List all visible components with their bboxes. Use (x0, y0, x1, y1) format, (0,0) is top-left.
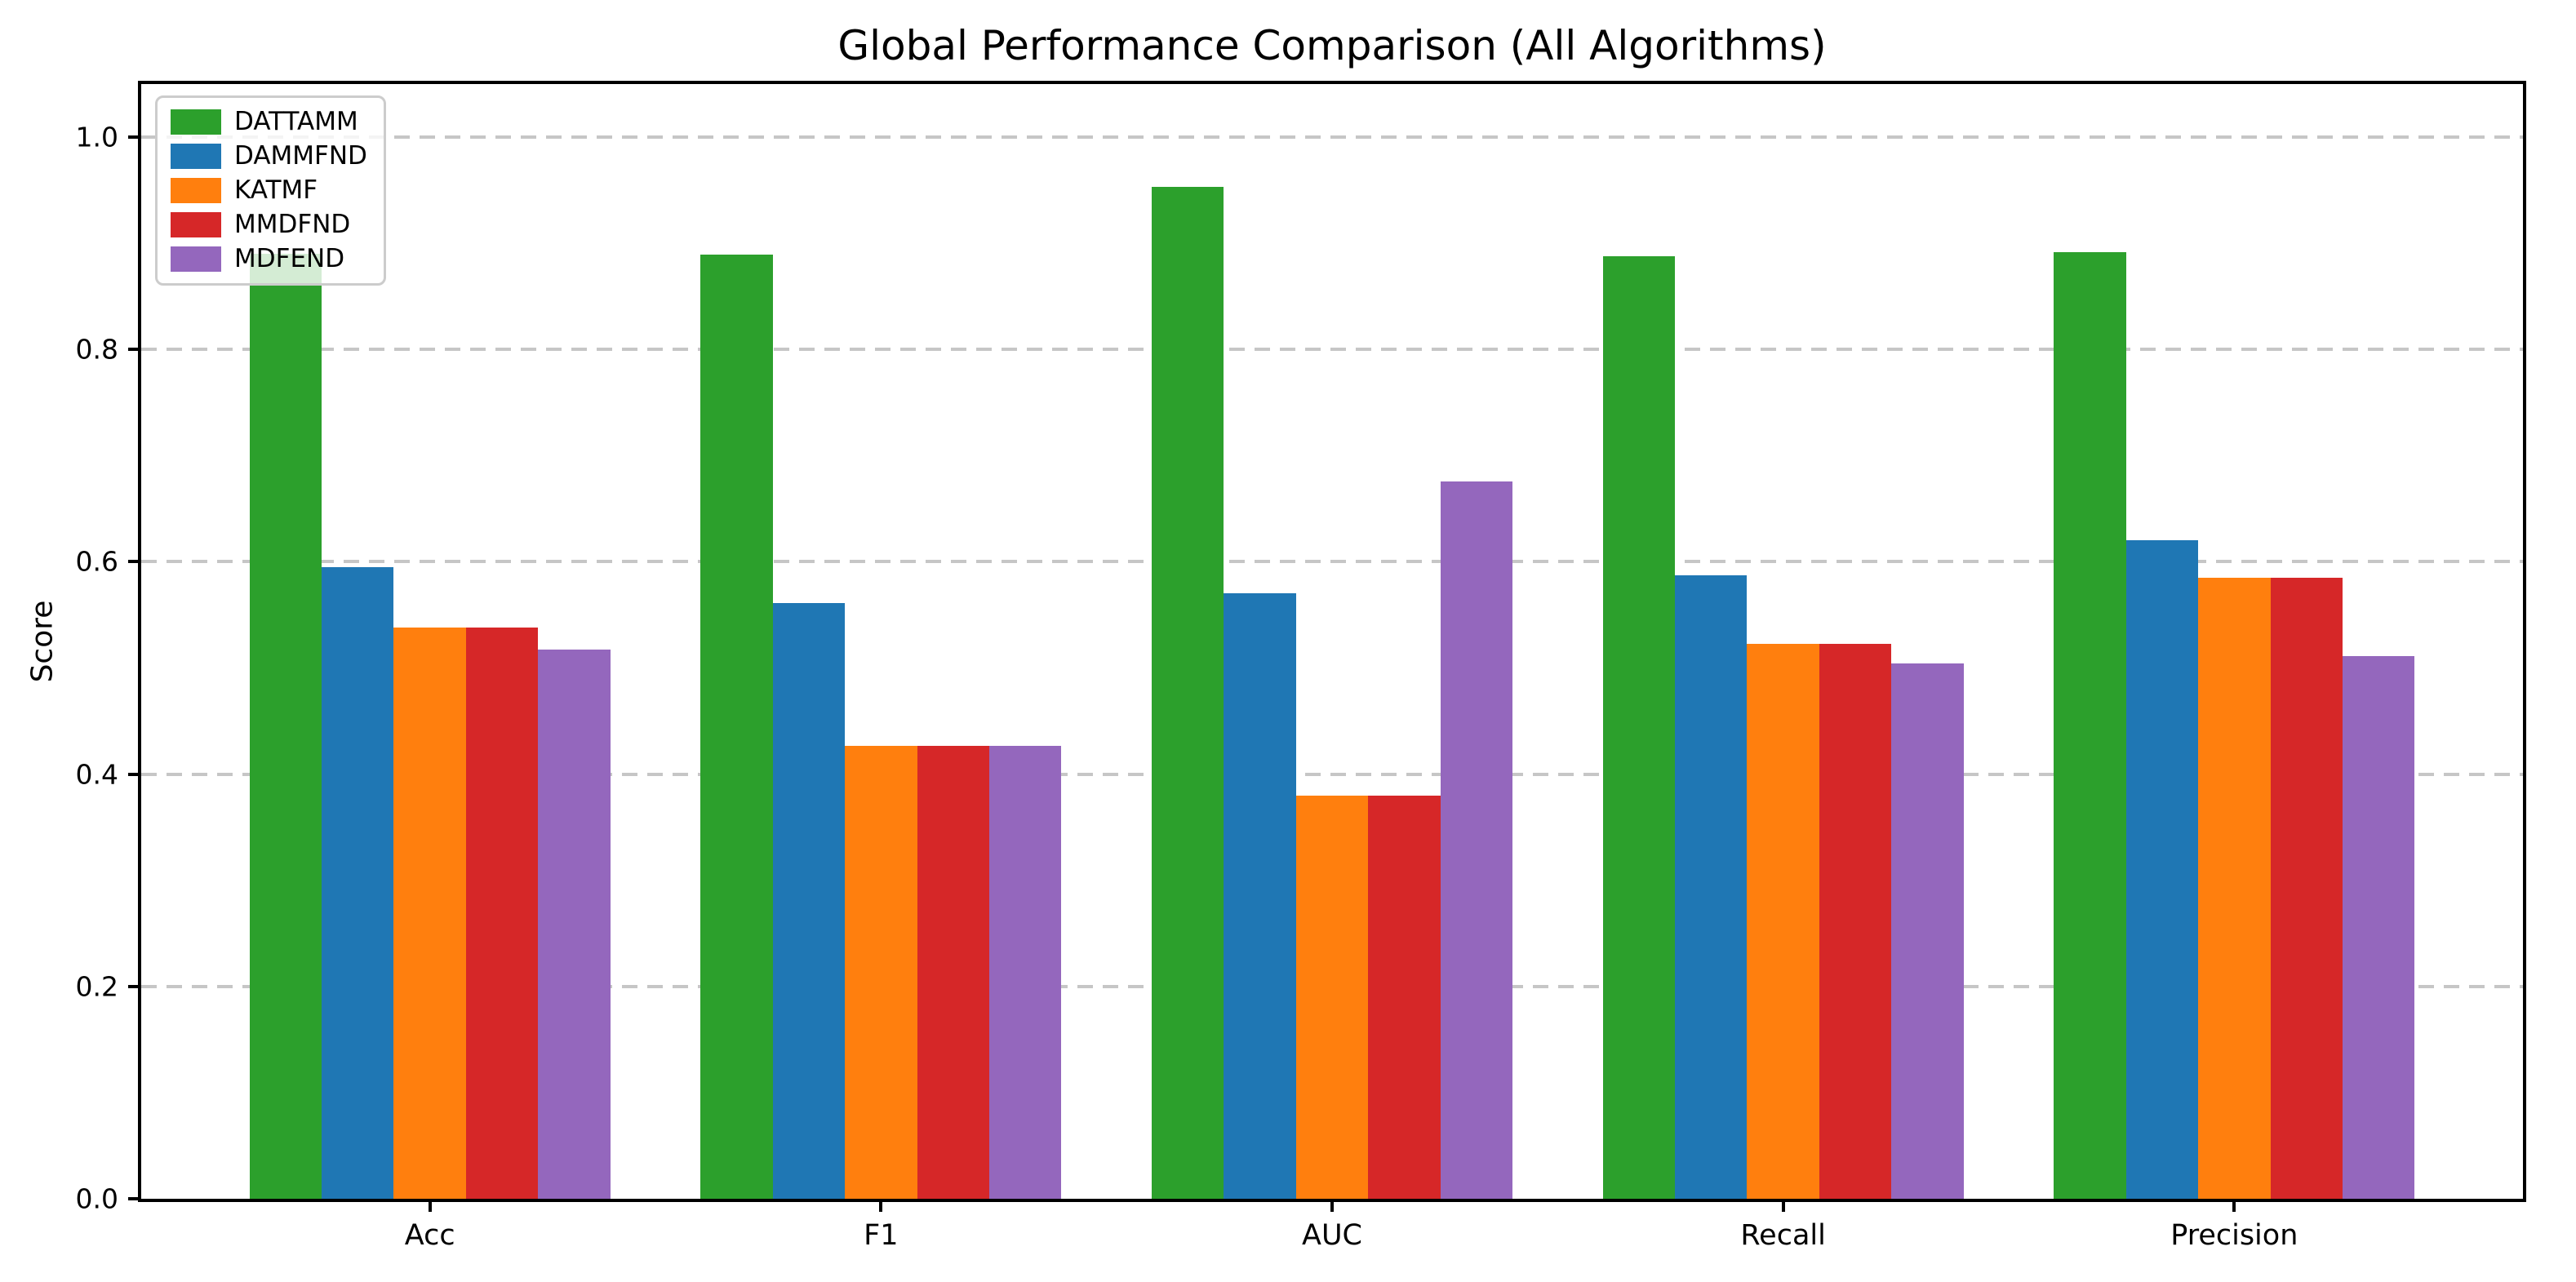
bar-mdfend-acc (538, 650, 611, 1199)
legend: DATTAMM DAMMFND KATMF MMDFND MDFEND (155, 95, 386, 286)
y-axis-label: Score (25, 600, 60, 683)
bar-dammfnd-f1 (772, 603, 846, 1199)
bar-katmf-precision (2198, 577, 2271, 1199)
y-tick (128, 772, 138, 776)
x-tick (2232, 1202, 2236, 1212)
x-tick-label: F1 (864, 1219, 899, 1252)
x-tick-label: Acc (404, 1219, 455, 1252)
bar-dattamm-auc (1151, 187, 1224, 1199)
y-tick (128, 348, 138, 352)
bar-mmdfnd-recall (1819, 643, 1892, 1199)
bar-mdfend-auc (1440, 481, 1513, 1199)
x-tick (1781, 1202, 1785, 1212)
bar-mmdfnd-precision (2270, 577, 2343, 1199)
x-tick-label: Recall (1740, 1219, 1826, 1252)
x-tick (879, 1202, 883, 1212)
legend-label: MMDFND (234, 210, 351, 239)
bar-mdfend-f1 (988, 745, 1062, 1199)
bar-mmdfnd-f1 (917, 745, 989, 1199)
bar-dammfnd-acc (322, 566, 394, 1199)
gridline (141, 348, 2523, 352)
legend-label: MDFEND (234, 244, 345, 273)
legend-swatch-mdfend (171, 246, 221, 272)
x-tick-label: Precision (2170, 1219, 2298, 1252)
y-tick-label: 0.4 (75, 758, 118, 791)
legend-swatch-katmf (171, 178, 221, 203)
y-tick-label: 0.0 (75, 1182, 118, 1215)
legend-label: DAMMFND (234, 141, 367, 171)
bar-dammfnd-auc (1224, 593, 1296, 1199)
bar-dattamm-acc (249, 254, 322, 1199)
x-tick (1330, 1202, 1334, 1212)
bar-katmf-auc (1295, 795, 1369, 1199)
y-tick-label: 0.2 (75, 970, 118, 1003)
legend-item-dattamm: DATTAMM (171, 109, 367, 135)
x-tick (428, 1202, 432, 1212)
y-tick-label: 1.0 (75, 121, 118, 153)
bar-mmdfnd-acc (465, 628, 539, 1199)
y-tick (128, 135, 138, 140)
bar-dammfnd-recall (1675, 575, 1748, 1199)
gridline (141, 135, 2523, 140)
y-tick-label: 0.6 (75, 545, 118, 578)
legend-swatch-dammfnd (171, 144, 221, 169)
plot-area: DATTAMM DAMMFND KATMF MMDFND MDFEND 0.0 0.2 0.… (76, 81, 2526, 1251)
x-tick-label: AUC (1302, 1219, 1362, 1252)
bar-dattamm-precision (2054, 251, 2126, 1199)
chart-title: Global Performance Comparison (All Algor… (837, 22, 1827, 69)
bar-dattamm-f1 (700, 255, 773, 1199)
legend-item-katmf: KATMF (171, 178, 367, 203)
legend-label: KATMF (234, 175, 318, 205)
legend-item-mdfend: MDFEND (171, 246, 367, 272)
bar-katmf-f1 (845, 745, 917, 1199)
y-tick (128, 984, 138, 988)
y-tick (128, 1197, 138, 1200)
bar-katmf-recall (1747, 643, 1819, 1199)
bar-mdfend-recall (1891, 663, 1964, 1199)
gridline (141, 772, 2523, 776)
legend-item-dammfnd: DAMMFND (171, 144, 367, 169)
legend-label: DATTAMM (234, 107, 358, 136)
bar-dattamm-recall (1602, 255, 1675, 1199)
legend-item-mmdfnd: MMDFND (171, 212, 367, 237)
gridline (141, 560, 2523, 564)
legend-swatch-mmdfnd (171, 212, 221, 237)
y-tick (128, 560, 138, 564)
legend-swatch-dattamm (171, 109, 221, 135)
bar-katmf-acc (393, 628, 466, 1199)
bar-mdfend-precision (2342, 656, 2415, 1199)
bar-mmdfnd-auc (1368, 795, 1441, 1199)
y-tick-label: 0.8 (75, 333, 118, 366)
bar-dammfnd-precision (2125, 540, 2199, 1199)
